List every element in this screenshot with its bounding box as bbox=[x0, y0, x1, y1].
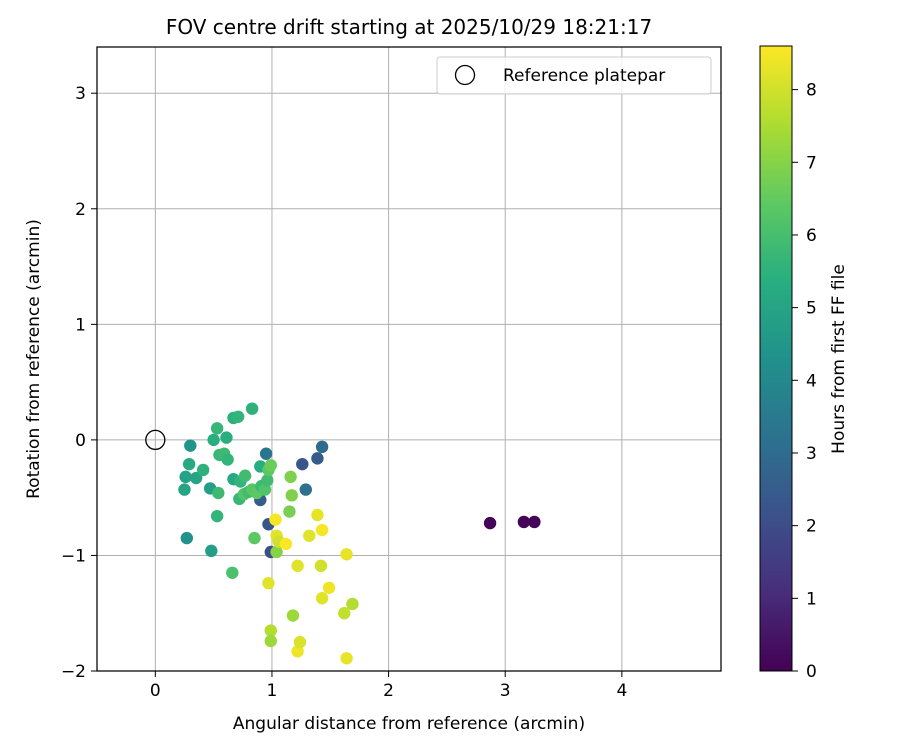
scatter-point bbox=[315, 523, 329, 537]
scatter-point bbox=[248, 531, 261, 545]
scatter-point bbox=[338, 607, 351, 620]
colorbar-tick-label: 2 bbox=[806, 517, 817, 537]
scatter-point bbox=[180, 531, 194, 545]
scatter-point bbox=[226, 566, 239, 579]
scatter-point bbox=[207, 433, 220, 447]
colorbar-tick-label: 3 bbox=[806, 444, 817, 464]
legend-marker-open-circle-icon bbox=[454, 64, 476, 86]
scatter-point bbox=[279, 537, 293, 551]
colorbar-tick-label: 5 bbox=[806, 299, 817, 319]
scatter-point bbox=[283, 505, 296, 518]
colorbar-tick-label: 4 bbox=[806, 371, 817, 391]
x-axis-label: Angular distance from reference (arcmin) bbox=[233, 714, 585, 734]
y-tick-label: −2 bbox=[61, 662, 86, 682]
scatter-point bbox=[264, 459, 277, 472]
scatter-point bbox=[311, 508, 324, 522]
scatter-point bbox=[291, 559, 304, 573]
scatter-point bbox=[231, 410, 245, 423]
y-axis: −2 −1 0 1 2 3 bbox=[61, 84, 97, 682]
scatter-point bbox=[346, 597, 359, 611]
y-tick-label: −1 bbox=[61, 546, 86, 566]
y-tick-label: 3 bbox=[75, 84, 86, 104]
plot-area-frame bbox=[96, 46, 722, 672]
x-tick-label: 1 bbox=[267, 681, 278, 701]
scatter-point bbox=[311, 452, 324, 465]
scatter-point bbox=[285, 489, 298, 502]
scatter-point bbox=[210, 422, 224, 435]
scatter-point bbox=[221, 453, 234, 466]
scatter-point bbox=[261, 474, 274, 487]
scatter-point bbox=[315, 592, 329, 605]
scatter-point bbox=[299, 483, 312, 496]
grid-lines bbox=[97, 47, 721, 672]
scatter-point bbox=[296, 457, 309, 471]
x-axis: 0 1 2 3 4 bbox=[150, 671, 627, 701]
x-tick-label: 2 bbox=[383, 681, 394, 701]
colorbar-tick-label: 7 bbox=[806, 153, 817, 173]
scatter-point bbox=[340, 652, 353, 665]
legend-label: Reference platepar bbox=[503, 66, 665, 86]
scatter-point bbox=[517, 515, 531, 529]
scatter-point bbox=[528, 515, 541, 529]
scatter-point bbox=[264, 634, 277, 648]
y-axis-label: Rotation from reference (arcmin) bbox=[24, 219, 44, 499]
scatter-point bbox=[210, 509, 224, 523]
scatter-point bbox=[293, 635, 307, 649]
scatter-point bbox=[483, 516, 497, 530]
colorbar-gradient bbox=[759, 45, 793, 672]
colorbar-label: Hours from first FF file bbox=[829, 264, 849, 454]
chart-title: FOV centre drift starting at 2025/10/29 … bbox=[166, 15, 652, 39]
colorbar-tick-label: 0 bbox=[806, 662, 817, 682]
scatter-point bbox=[322, 581, 336, 594]
scatter-point bbox=[189, 471, 203, 485]
x-tick-label: 0 bbox=[150, 681, 161, 701]
x-tick-label: 4 bbox=[616, 681, 627, 701]
scatter-point bbox=[259, 447, 273, 460]
x-tick-label: 3 bbox=[500, 681, 511, 701]
scatter-point bbox=[178, 483, 191, 496]
scatter-point bbox=[264, 624, 277, 637]
scatter-point bbox=[284, 470, 297, 484]
scatter-point bbox=[179, 470, 192, 484]
y-tick-label: 2 bbox=[75, 200, 86, 220]
reference-marker bbox=[145, 429, 166, 451]
colorbar-tick-label: 8 bbox=[806, 81, 817, 101]
colorbar-tick-label: 6 bbox=[806, 226, 817, 246]
scatter-point bbox=[269, 513, 282, 526]
reference-platepar-circle-icon bbox=[145, 429, 166, 451]
scatter-point bbox=[245, 402, 259, 415]
scatter-point bbox=[340, 548, 353, 561]
colorbar-tick-label: 1 bbox=[806, 589, 817, 609]
y-tick-label: 1 bbox=[75, 315, 86, 335]
legend-box bbox=[436, 56, 712, 95]
scatter-point bbox=[238, 469, 252, 482]
scatter-point bbox=[262, 576, 275, 590]
colorbar: 0 1 2 3 4 5 6 7 8 Hours from first FF file bbox=[759, 45, 849, 682]
scatter-point bbox=[286, 609, 300, 622]
scatter-point bbox=[212, 486, 225, 500]
scatter-point bbox=[314, 559, 328, 573]
scatter-point bbox=[220, 431, 233, 444]
scatter-point bbox=[182, 457, 196, 471]
scatter-point bbox=[196, 463, 210, 477]
scatter-point bbox=[205, 544, 218, 558]
scatter-points bbox=[178, 402, 541, 665]
scatter-point bbox=[184, 439, 197, 452]
y-tick-label: 0 bbox=[75, 431, 86, 451]
scatter-point bbox=[270, 545, 283, 559]
legend: Reference platepar bbox=[436, 56, 712, 95]
colorbar-ticks: 0 1 2 3 4 5 6 7 8 bbox=[792, 81, 817, 682]
scatter-point bbox=[315, 440, 329, 454]
scatter-point bbox=[303, 529, 316, 542]
